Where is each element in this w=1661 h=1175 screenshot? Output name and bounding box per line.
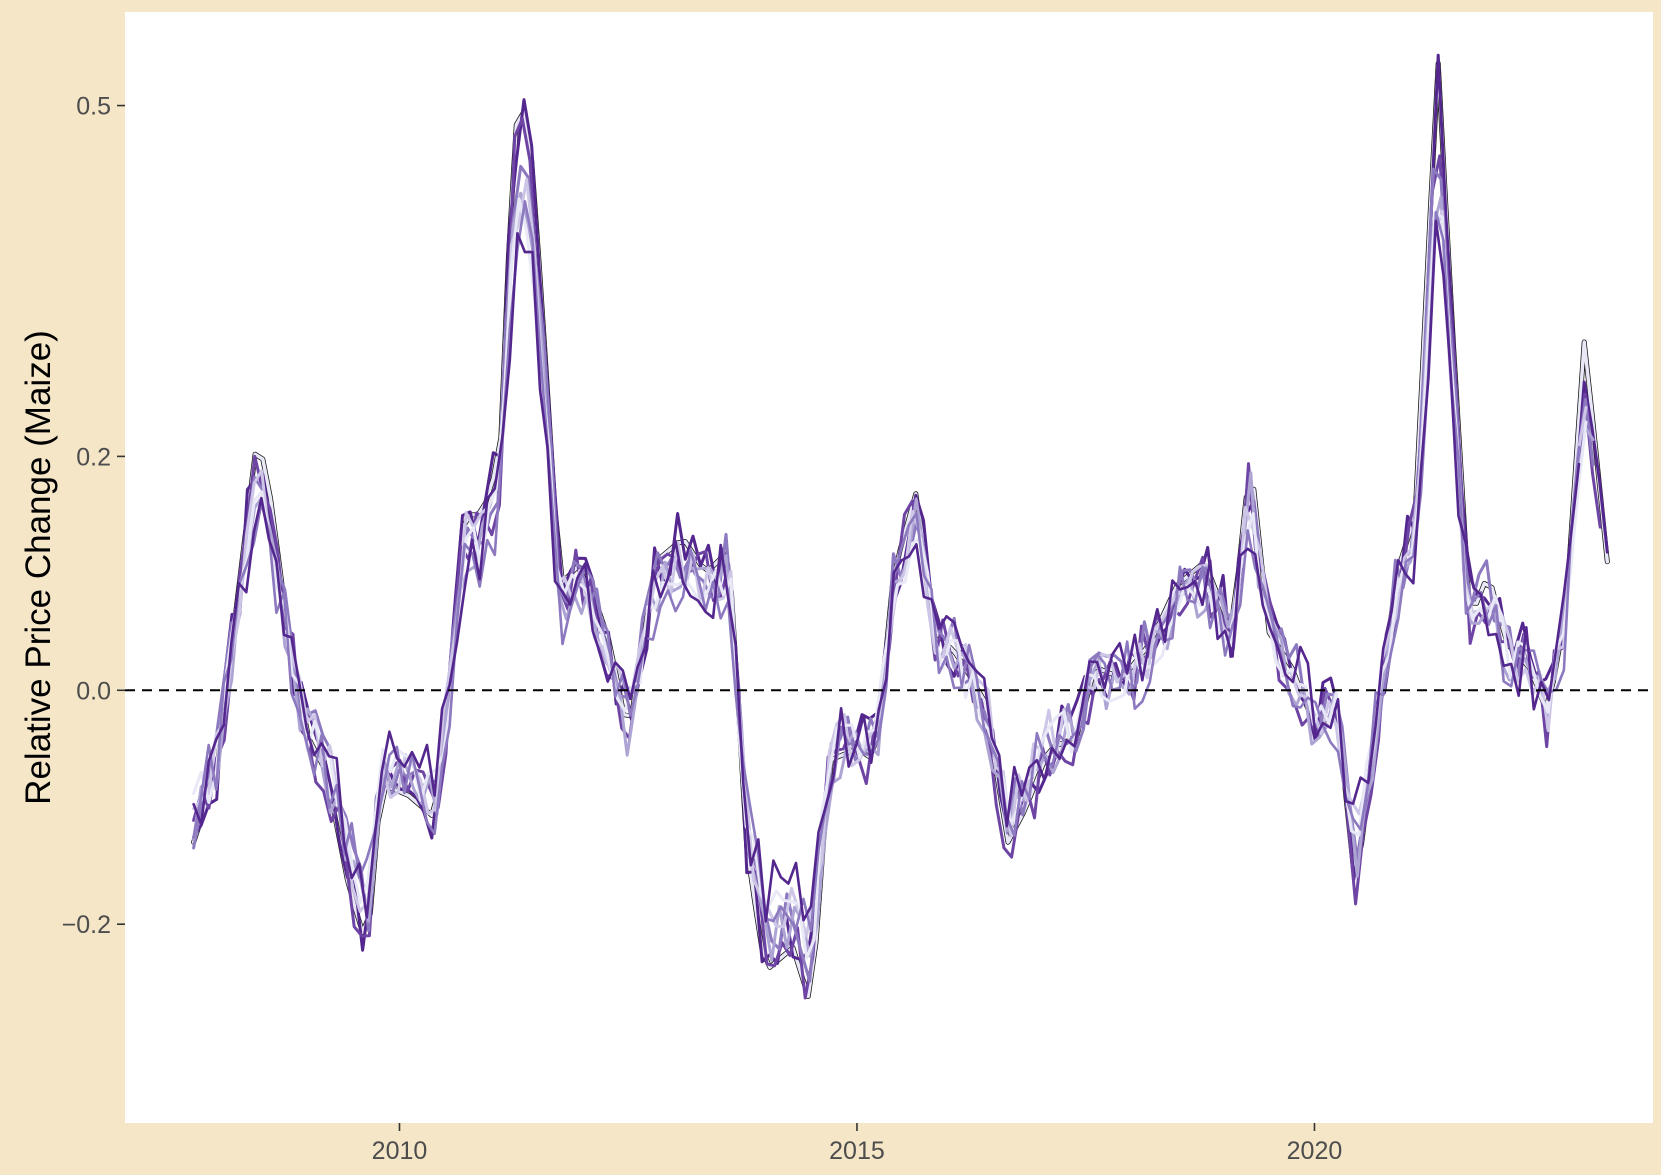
- y-axis: −0.2 0.0 0.2 0.5: [62, 93, 125, 939]
- y-axis-title: Relative Price Change (Maize): [19, 330, 58, 805]
- series-line: [192, 219, 1581, 923]
- x-tick-label: 2015: [829, 1137, 885, 1165]
- y-tick-label: −0.2: [62, 911, 111, 939]
- y-tick-label: 0.5: [76, 93, 111, 121]
- x-tick-label: 2010: [372, 1137, 428, 1165]
- x-axis: 2010 2015 2020: [372, 1123, 1343, 1165]
- y-tick-label: 0.2: [76, 443, 111, 471]
- series-layer: [191, 53, 1610, 1000]
- series-line: [192, 200, 1581, 933]
- plot-panel: [125, 12, 1653, 1123]
- y-tick-label: 0.0: [76, 677, 111, 705]
- x-tick-label: 2020: [1287, 1137, 1343, 1165]
